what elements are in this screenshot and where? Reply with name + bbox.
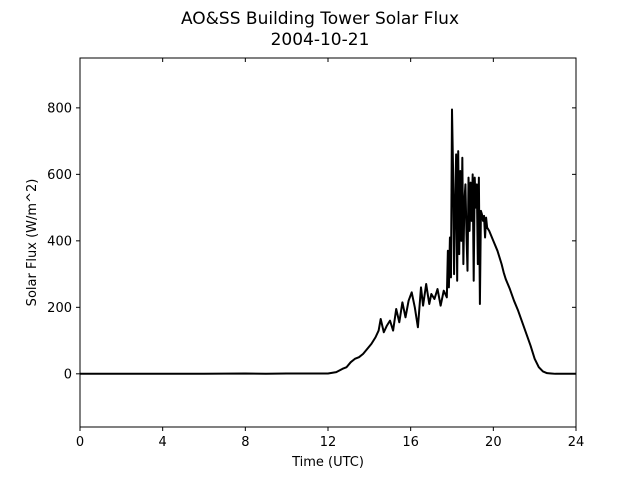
y-tick-label: 600 [47, 168, 72, 183]
axes-frame [79, 57, 577, 428]
x-tick-label: 12 [320, 435, 337, 450]
y-tick-label: 800 [47, 101, 72, 116]
y-axis-label: Solar Flux (W/m^2) [25, 179, 40, 307]
y-tick-label: 200 [47, 301, 72, 316]
chart-subtitle: 2004-10-21 [271, 30, 370, 50]
y-tick-label: 0 [64, 367, 72, 382]
plot-area [80, 108, 576, 375]
axes: 0 4 8 12 16 20 24 0 200 400 600 800 [47, 57, 585, 450]
x-tick-label: 16 [402, 435, 419, 450]
x-tick-label: 8 [241, 435, 249, 450]
y-tick-label: 400 [47, 234, 72, 249]
x-tick-label: 24 [568, 435, 585, 450]
x-tick-label: 0 [76, 435, 84, 450]
x-axis-label: Time (UTC) [291, 455, 364, 470]
x-tick-label: 4 [159, 435, 167, 450]
series-line-0 [80, 108, 576, 375]
chart-title: AO&SS Building Tower Solar Flux [181, 9, 459, 29]
x-tick-label: 20 [485, 435, 502, 450]
